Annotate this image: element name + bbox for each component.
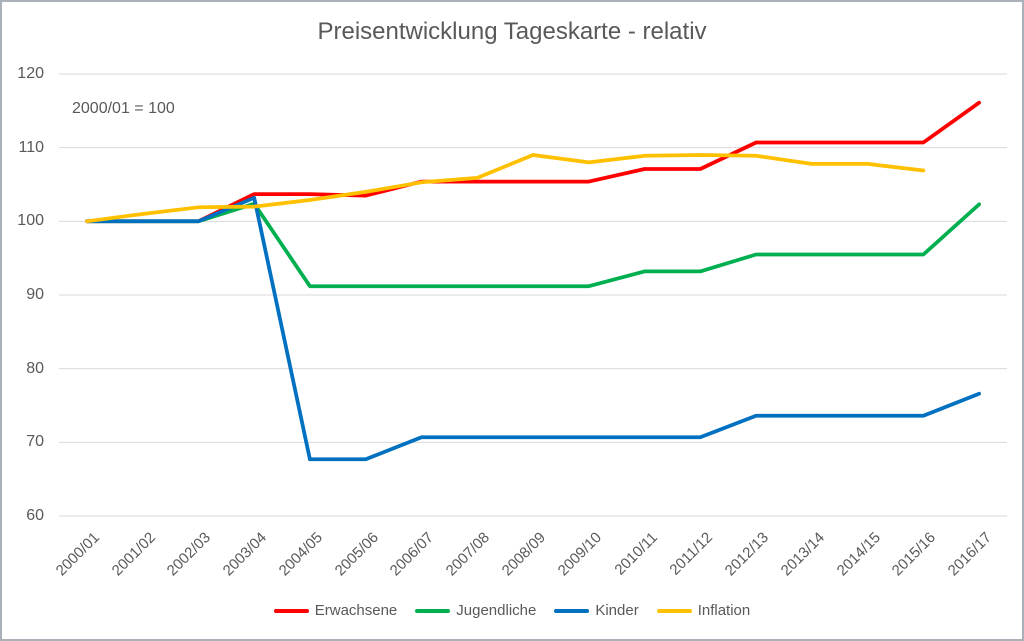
y-axis-tick-label: 70 bbox=[26, 433, 44, 451]
y-axis-tick-label: 100 bbox=[17, 212, 44, 230]
series-line-jugendliche bbox=[85, 201, 981, 289]
legend-swatch-kinder bbox=[554, 608, 590, 613]
legend-item-kinder: Kinder bbox=[554, 602, 639, 619]
axis-note: 2000/01 = 100 bbox=[72, 100, 175, 117]
y-axis-tick-label: 110 bbox=[18, 138, 44, 156]
legend-label: Erwachsene bbox=[314, 602, 398, 619]
chart-title: Preisentwicklung Tageskarte - relativ bbox=[317, 18, 707, 45]
legend-label: Kinder bbox=[595, 602, 639, 619]
chart-legend: Erwachsene Jugendliche Kinder Inflation bbox=[2, 602, 1022, 619]
legend-item-inflation: Inflation bbox=[656, 602, 751, 619]
legend-label: Inflation bbox=[697, 602, 751, 619]
series-line-erwachsene bbox=[85, 100, 981, 224]
legend-swatch-erwachsene bbox=[273, 608, 309, 613]
y-axis-tick-label: 120 bbox=[17, 65, 44, 82]
legend-item-jugendliche: Jugendliche bbox=[415, 602, 536, 619]
legend-item-erwachsene: Erwachsene bbox=[273, 602, 398, 619]
series-line-inflation bbox=[85, 153, 926, 224]
legend-label: Jugendliche bbox=[456, 602, 537, 619]
y-axis-tick-label: 80 bbox=[26, 359, 44, 377]
y-axis-tick-label: 60 bbox=[26, 507, 44, 524]
legend-swatch-jugendliche bbox=[415, 608, 451, 613]
y-axis-tick-label: 90 bbox=[26, 286, 44, 303]
legend-swatch-inflation bbox=[656, 608, 692, 613]
series-line-kinder bbox=[85, 195, 981, 462]
